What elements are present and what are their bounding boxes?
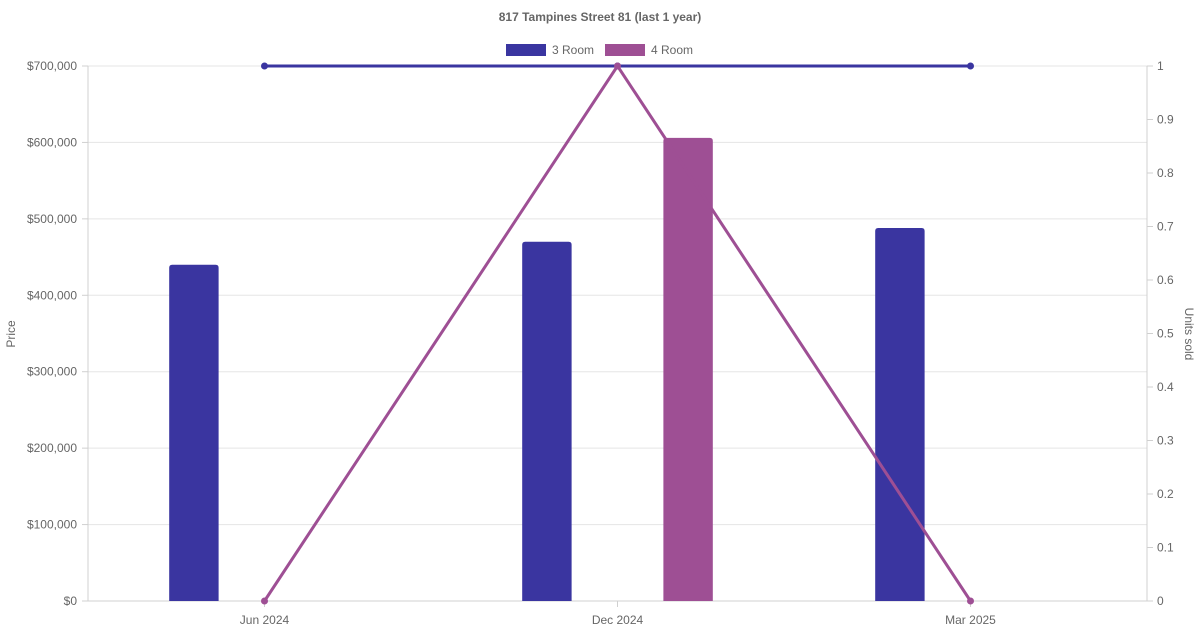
units-point-4-room bbox=[261, 597, 268, 605]
units-point-4-room bbox=[614, 62, 621, 70]
right-tick-label: 0.9 bbox=[1157, 113, 1174, 127]
right-tick-label: 0.5 bbox=[1157, 327, 1174, 341]
units-point-3-room bbox=[967, 62, 974, 70]
right-tick-label: 0.1 bbox=[1157, 541, 1174, 555]
units-line-4-room bbox=[263, 63, 972, 602]
x-tick-label: Jun 2024 bbox=[240, 613, 290, 627]
units-point-4-room bbox=[967, 597, 974, 605]
right-axis-ticks: 0 0.1 0.2 0.3 0.4 0.5 0.6 0.7 0.8 0.9 1 bbox=[1147, 59, 1174, 608]
bar-3-room bbox=[169, 264, 219, 601]
left-tick-label: $600,000 bbox=[27, 135, 77, 149]
left-tick-label: $400,000 bbox=[27, 288, 77, 302]
left-tick-label: $200,000 bbox=[27, 441, 77, 455]
bar-3-room bbox=[875, 228, 925, 601]
legend-label-3-room: 3 Room bbox=[552, 43, 594, 57]
right-tick-label: 0.2 bbox=[1157, 487, 1174, 501]
left-axis-title: Price bbox=[4, 320, 18, 348]
bar-3-room bbox=[522, 241, 572, 602]
right-tick-label: 0.8 bbox=[1157, 166, 1174, 180]
x-tick-label: Mar 2025 bbox=[945, 613, 996, 627]
bar-4-room bbox=[663, 137, 713, 602]
left-tick-label: $500,000 bbox=[27, 212, 77, 226]
right-tick-label: 0.4 bbox=[1157, 380, 1174, 394]
chart-title: 817 Tampines Street 81 (last 1 year) bbox=[499, 10, 702, 24]
axes bbox=[87, 66, 1148, 602]
x-axis-ticks: Jun 2024 Dec 2024 Mar 2025 bbox=[240, 601, 996, 627]
chart-legend: 3 Room 4 Room bbox=[506, 43, 693, 57]
legend-label-4-room: 4 Room bbox=[651, 43, 693, 57]
right-axis-title: Units sold bbox=[1182, 308, 1196, 361]
left-tick-label: $100,000 bbox=[27, 518, 77, 532]
right-tick-label: 0.6 bbox=[1157, 273, 1174, 287]
units-point-3-room bbox=[261, 62, 268, 70]
left-tick-label: $0 bbox=[64, 594, 78, 608]
legend-swatch-4-room bbox=[605, 44, 645, 56]
left-axis-ticks: $0 $100,000 $200,000 $300,000 $400,000 $500,0… bbox=[27, 59, 88, 608]
grid-lines bbox=[88, 65, 1147, 602]
right-tick-label: 0.7 bbox=[1157, 220, 1174, 234]
legend-swatch-3-room bbox=[506, 44, 546, 56]
x-tick-label: Dec 2024 bbox=[592, 613, 644, 627]
left-tick-label: $700,000 bbox=[27, 59, 77, 73]
right-tick-label: 0 bbox=[1157, 594, 1164, 608]
price-bars bbox=[169, 137, 925, 602]
right-tick-label: 0.3 bbox=[1157, 434, 1174, 448]
units-lines bbox=[261, 62, 974, 605]
left-tick-label: $300,000 bbox=[27, 365, 77, 379]
right-tick-label: 1 bbox=[1157, 59, 1164, 73]
